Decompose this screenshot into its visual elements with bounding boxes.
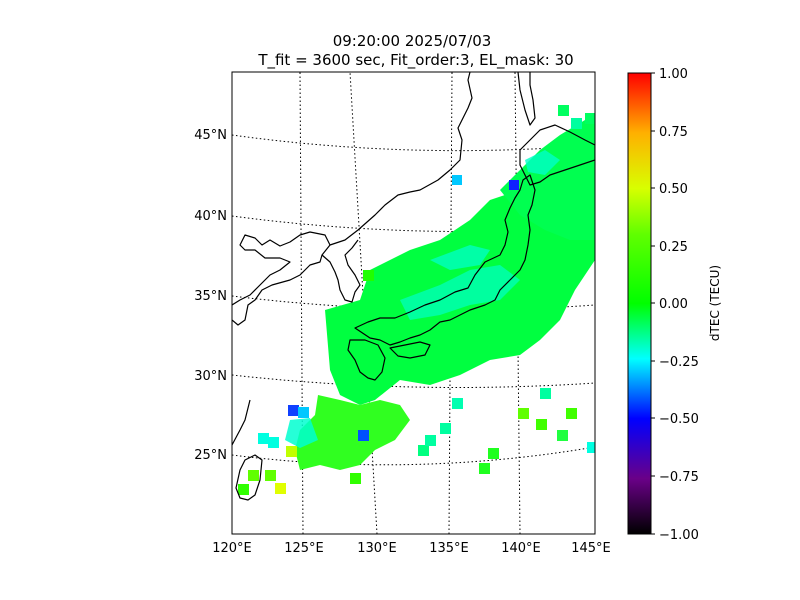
obs-square xyxy=(557,430,568,441)
colorbar: 1.00 0.75 0.50 0.25 0.00 −0.25 −0.50 −0.… xyxy=(627,67,722,543)
coast-sakhalin xyxy=(517,72,536,126)
obs-square xyxy=(452,398,463,409)
obs-square xyxy=(275,483,286,494)
title-line-2: T_fit = 3600 sec, Fit_order:3, EL_mask: … xyxy=(257,51,573,70)
coast-hokkaido xyxy=(519,124,595,186)
coast-kyushu xyxy=(347,339,386,381)
lon-tick-125: 125°E xyxy=(284,541,324,556)
lat-tick-40: 40°N xyxy=(194,209,227,224)
cb-tick-5: 0.00 xyxy=(659,297,688,312)
meridian-135 xyxy=(448,72,453,534)
parallel-30 xyxy=(232,374,595,388)
lon-tick-labels: 120°E 125°E 130°E 135°E 140°E 145°E xyxy=(212,541,611,556)
dtec-region-cyan-patches xyxy=(400,265,520,320)
meridian-140 xyxy=(514,72,521,534)
obs-square xyxy=(350,473,361,484)
cb-tick-9: −1.00 xyxy=(659,528,699,543)
colorbar-gradient xyxy=(627,72,652,535)
coast-korea-south xyxy=(321,239,361,303)
parallel-25 xyxy=(232,446,595,466)
dtec-region-north-cyan xyxy=(525,150,560,175)
cb-tick-1: 1.00 xyxy=(659,67,688,82)
obs-square xyxy=(452,175,462,185)
obs-square xyxy=(288,405,299,416)
obs-square xyxy=(298,407,309,418)
meridian-130 xyxy=(349,72,378,534)
obs-square xyxy=(488,448,499,459)
cb-tick-6: −0.25 xyxy=(659,355,699,370)
parallel-45 xyxy=(232,134,595,152)
obs-square xyxy=(540,388,551,399)
obs-square xyxy=(585,113,595,124)
obs-square xyxy=(248,470,259,481)
parallel-40 xyxy=(232,215,595,233)
lat-tick-25: 25°N xyxy=(194,448,227,463)
obs-square xyxy=(238,484,249,495)
obs-square xyxy=(518,408,529,419)
dtec-scatter xyxy=(238,105,595,495)
coast-taiwan xyxy=(235,454,263,501)
lon-tick-120: 120°E xyxy=(212,541,252,556)
cb-tick-8: −0.75 xyxy=(659,470,699,485)
lat-tick-labels: 25°N 30°N 35°N 40°N 45°N xyxy=(194,128,227,463)
dtec-region-southwest xyxy=(295,395,410,470)
cb-tick-2: 0.75 xyxy=(659,125,688,140)
map-frame xyxy=(231,71,596,535)
obs-square xyxy=(536,419,547,430)
obs-square xyxy=(268,437,279,448)
obs-square xyxy=(286,446,297,457)
coast-korea-east xyxy=(329,72,473,246)
obs-square xyxy=(425,435,436,446)
coast-japan-main xyxy=(354,174,536,346)
obs-square xyxy=(258,433,269,444)
coast-shikoku xyxy=(389,341,431,359)
obs-square xyxy=(358,430,369,441)
obs-square xyxy=(509,180,519,190)
lat-tick-35: 35°N xyxy=(194,289,227,304)
coast-mainland-south xyxy=(232,399,251,446)
lon-tick-140: 140°E xyxy=(501,541,541,556)
lon-tick-130: 130°E xyxy=(357,541,397,556)
lat-tick-30: 30°N xyxy=(194,369,227,384)
dtec-region-north xyxy=(500,115,595,240)
coastlines xyxy=(232,72,595,501)
lat-tick-45: 45°N xyxy=(194,128,227,143)
obs-square xyxy=(571,118,582,129)
cb-tick-3: 0.50 xyxy=(659,182,688,197)
cb-tick-4: 0.25 xyxy=(659,240,688,255)
coast-korea-china xyxy=(232,231,331,326)
dtec-observations xyxy=(238,105,595,495)
dtec-region-cyan-patches-2 xyxy=(430,245,490,270)
colorbar-ticks xyxy=(651,72,655,535)
obs-square xyxy=(558,105,569,116)
title-line-1: 09:20:00 2025/07/03 xyxy=(333,32,492,50)
colorbar-label: dTEC (TECU) xyxy=(708,265,722,341)
obs-square xyxy=(479,463,490,474)
map-panel xyxy=(231,71,596,535)
cb-tick-7: −0.50 xyxy=(659,412,699,427)
obs-square xyxy=(566,408,577,419)
obs-square xyxy=(265,470,276,481)
obs-square xyxy=(587,442,595,453)
obs-square xyxy=(440,423,451,434)
lon-tick-135: 135°E xyxy=(429,541,469,556)
dtec-region-southwest-cyan xyxy=(285,418,318,448)
obs-square xyxy=(418,445,429,456)
obs-square xyxy=(363,270,374,281)
lon-tick-145: 145°E xyxy=(571,541,611,556)
